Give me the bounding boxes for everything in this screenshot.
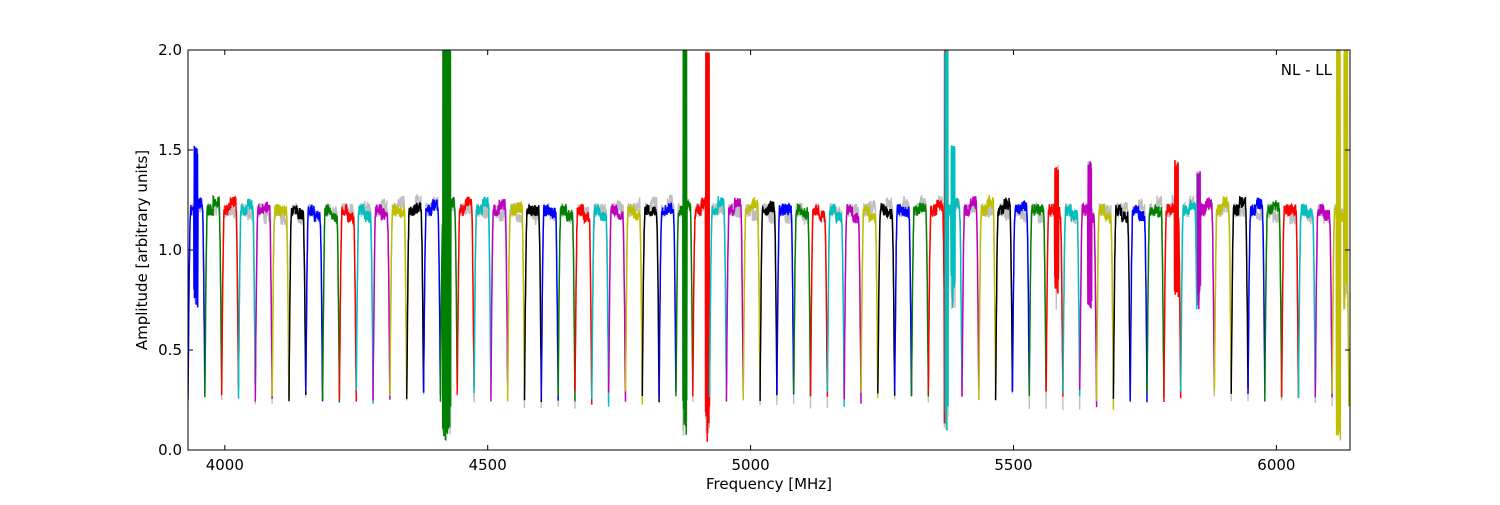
subband-line [675, 50, 694, 435]
subband-line [439, 50, 458, 441]
y-tick-label: 1.0 [158, 241, 182, 259]
subband-line [759, 200, 778, 402]
subband-line [624, 203, 644, 405]
y-tick-label: 1.5 [158, 141, 182, 159]
subband-line [910, 202, 930, 397]
y-tick-label: 0.0 [158, 441, 182, 459]
subband-line [877, 202, 896, 396]
y-tick-label: 0.5 [158, 341, 182, 359]
subband-line [490, 198, 509, 402]
x-tick-label: 4000 [206, 456, 244, 474]
subband-line [305, 204, 324, 402]
subband-line [944, 50, 963, 431]
subband-line [809, 204, 829, 397]
background-subband-line [860, 199, 879, 394]
subband-line [188, 145, 206, 401]
subband-line [692, 52, 711, 442]
subband-line [254, 201, 273, 402]
subband-line [1129, 205, 1148, 403]
subband-line [1331, 50, 1350, 440]
subband-line [1045, 167, 1064, 397]
subband-line [1112, 204, 1131, 399]
subband-line [961, 196, 980, 397]
subband-line [1196, 171, 1216, 388]
subband-line [1078, 161, 1098, 408]
series-layer [188, 50, 1350, 442]
subband-line [506, 201, 526, 402]
subband-line [1264, 200, 1283, 402]
x-tick-label: 5000 [732, 456, 770, 474]
subband-line [1314, 204, 1333, 398]
subband-line [708, 196, 728, 398]
subband-line [271, 203, 290, 398]
subband-line [607, 204, 627, 402]
subband-line [994, 197, 1014, 401]
subband-line [742, 196, 761, 400]
subband-line [1011, 200, 1031, 392]
subband-line [288, 205, 307, 402]
subband-line [893, 204, 913, 397]
x-axis-label: Frequency [MHz] [706, 475, 832, 493]
subband-line [540, 204, 559, 401]
x-tick-label: 5500 [994, 456, 1032, 474]
subband-line [776, 201, 795, 395]
subband-line [641, 204, 660, 403]
subband-line [405, 201, 425, 399]
subband-line [1095, 204, 1115, 410]
plot-annotation: NL - LL [1281, 61, 1333, 79]
subband-line [927, 50, 946, 424]
subband-line [1247, 197, 1266, 394]
subband-line [557, 204, 576, 402]
subband-line [1163, 160, 1182, 403]
subband-line [220, 195, 240, 396]
subband-line [1213, 196, 1232, 392]
background-subband-line [759, 203, 778, 406]
subband-line [456, 196, 475, 395]
ticks-layer: 4000 4500 5000 5500 6000 0.0 0.5 1.0 1.5 2.0 [158, 41, 1350, 474]
subband-line [1146, 204, 1165, 398]
y-tick-label: 2.0 [158, 41, 182, 59]
subband-line [826, 203, 845, 407]
subband-line [725, 197, 744, 402]
subband-line [1179, 173, 1199, 392]
subband-line [843, 203, 862, 404]
subband-line [978, 194, 997, 401]
subband-line [574, 203, 593, 405]
subband-line [473, 196, 492, 393]
subband-line [355, 204, 374, 404]
subband-line [658, 202, 677, 398]
subband-line [372, 204, 391, 401]
subband-line [204, 194, 223, 398]
y-axis-label: Amplitude [arbitrary units] [133, 150, 151, 350]
subband-line [523, 204, 543, 403]
x-tick-label: 4500 [469, 456, 507, 474]
subband-line [321, 204, 341, 403]
subband-line [1230, 196, 1249, 394]
subband-line [1028, 203, 1047, 396]
subband-line [1297, 203, 1317, 399]
subband-line [860, 204, 879, 398]
subband-line [1062, 204, 1081, 397]
subband-line [792, 203, 812, 397]
background-subband-line [473, 203, 492, 403]
subband-line [237, 198, 257, 399]
subband-line [422, 199, 442, 395]
subband-line [1280, 202, 1300, 399]
subband-line [389, 202, 408, 401]
x-tick-label: 6000 [1257, 456, 1295, 474]
subband-line [591, 203, 610, 407]
subband-line [338, 204, 358, 402]
